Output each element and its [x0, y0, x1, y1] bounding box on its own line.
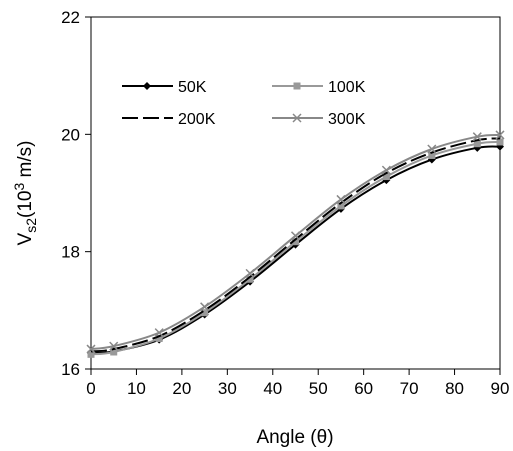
series-50K: [87, 142, 504, 358]
y-axis-title-sub: s2: [23, 218, 39, 233]
series-line: [90, 137, 501, 353]
data-point: [109, 341, 119, 351]
y-tick-label: 20: [61, 125, 80, 144]
legend-marker: [143, 82, 151, 90]
x-tick-label: 70: [400, 379, 419, 398]
data-point: [496, 138, 504, 146]
y-axis-title-mid: (10: [15, 191, 36, 218]
data-point: [87, 350, 95, 358]
x-axis-title: Angle (θ): [256, 427, 333, 448]
x-tick-label: 10: [127, 379, 146, 398]
data-point: [428, 151, 436, 159]
data-point: [200, 302, 210, 312]
series-layer: [86, 130, 505, 358]
legend-item: 200K: [122, 111, 216, 128]
y-axis-title-base: V: [15, 232, 36, 245]
data-point: [201, 309, 209, 317]
series-line: [90, 145, 501, 355]
legend-marker: [293, 82, 301, 90]
series-100K: [87, 138, 504, 358]
plot-area: [90, 16, 501, 370]
y-axis: 16 18 20 22: [61, 8, 91, 379]
x-axis: 0 10 20 30 40 50 60 70 80 90: [86, 369, 509, 398]
x-tick-label: 80: [445, 379, 464, 398]
data-point: [154, 328, 164, 338]
data-point: [290, 231, 301, 241]
series-300K: [86, 130, 505, 354]
data-point: [245, 268, 255, 278]
y-axis-title-sup: 3: [11, 183, 27, 191]
x-tick-label: 0: [86, 379, 95, 398]
data-point: [155, 334, 163, 342]
series-200K: [90, 137, 501, 353]
data-point: [292, 238, 299, 246]
x-tick-label: 50: [309, 379, 328, 398]
x-tick-label: 40: [263, 379, 282, 398]
legend-label: 100K: [328, 79, 366, 96]
data-point: [110, 348, 118, 356]
legend-label: 300K: [328, 111, 366, 128]
data-point: [336, 194, 346, 204]
x-tick-label: 30: [218, 379, 237, 398]
legend-label: 50K: [178, 79, 207, 96]
data-point: [246, 275, 254, 283]
data-point: [381, 165, 391, 175]
legend-item: 300K: [272, 111, 366, 128]
legend-item: 100K: [272, 79, 366, 96]
data-point: [495, 130, 505, 140]
legend: 50K 100K 200K 300K: [122, 79, 366, 128]
data-point: [337, 202, 345, 210]
y-axis-title: Vs2(103 m/s): [11, 141, 39, 246]
data-point: [472, 132, 482, 142]
data-point: [427, 144, 437, 154]
y-tick-label: 18: [61, 243, 80, 262]
legend-label: 200K: [178, 111, 216, 128]
legend-item: 50K: [122, 79, 207, 96]
y-axis-title-tail: m/s): [15, 141, 36, 183]
data-point: [86, 344, 96, 354]
legend-marker: [292, 113, 302, 123]
y-tick-label: 16: [61, 360, 80, 379]
y-tick-label: 22: [61, 8, 80, 27]
x-tick-label: 20: [172, 379, 191, 398]
x-tick-label: 60: [354, 379, 373, 398]
data-point: [382, 173, 390, 181]
data-point: [473, 140, 481, 148]
x-tick-label: 90: [491, 379, 510, 398]
